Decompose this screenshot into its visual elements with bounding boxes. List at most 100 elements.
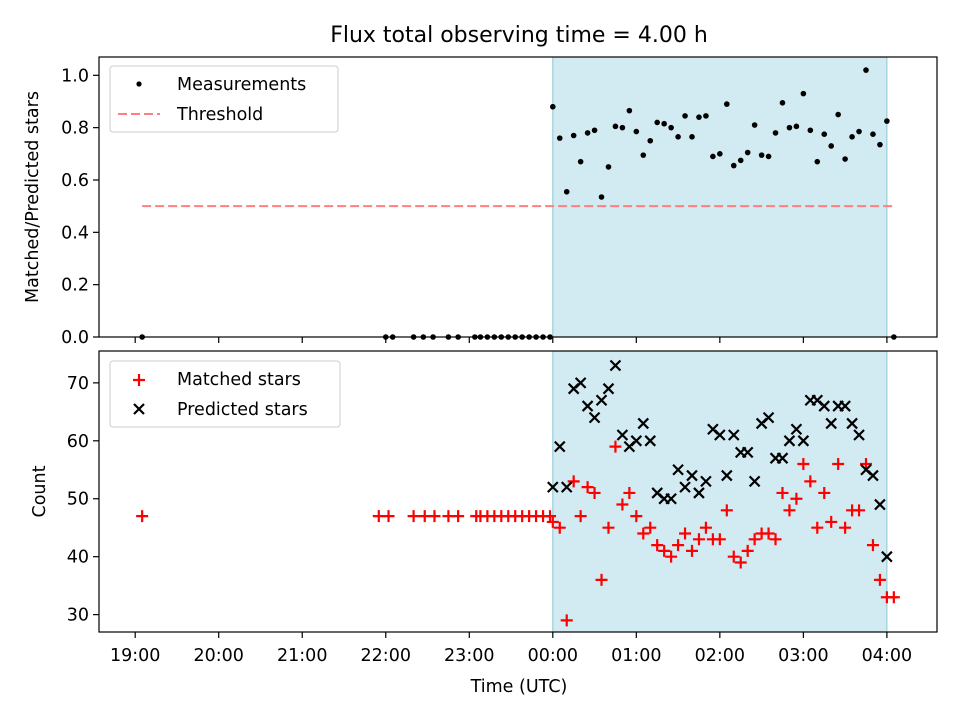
measurement-point	[577, 158, 584, 165]
bottom-legend: Matched stars Predicted stars	[109, 360, 341, 428]
predicted-stars-point	[686, 469, 698, 482]
matched-stars-point	[581, 481, 594, 494]
predicted-stars-point	[672, 463, 684, 476]
matched-stars-point	[776, 486, 789, 499]
measurement-point	[675, 134, 681, 140]
matched-stars-point	[644, 521, 657, 534]
measurement-point	[619, 124, 626, 131]
measurement-point	[814, 158, 821, 165]
predicted-stars-point	[665, 492, 677, 505]
predicted-stars-point	[762, 411, 775, 424]
bot-ytick-label: 40	[67, 548, 89, 568]
predicted-stars-point	[693, 487, 705, 499]
measurement-point	[661, 120, 667, 127]
top-ytick-label: 1.0	[61, 66, 89, 86]
predicted-stars-point	[797, 435, 810, 447]
matched-stars-point	[588, 486, 601, 499]
predicted-stars-point	[874, 498, 886, 511]
matched-stars-point	[637, 527, 650, 540]
bottom-axes-frame	[98, 350, 938, 633]
top-y-ticks: 0.0 0.2 0.4 0.6 0.8 1.0	[61, 66, 99, 348]
matched-stars-point	[741, 544, 754, 557]
measurement-point	[682, 113, 688, 119]
measurement-point	[647, 137, 654, 144]
predicted-stars-point	[609, 359, 622, 372]
legend-threshold-label: Threshold	[176, 105, 263, 125]
measurement-point	[821, 131, 828, 137]
predicted-stars-point	[721, 469, 733, 482]
predicted-stars-point	[581, 400, 594, 412]
top-ytick-label: 0.6	[61, 171, 89, 191]
bot-ytick-label: 50	[67, 490, 89, 510]
measurement-point	[884, 118, 890, 124]
matched-stars-point	[630, 510, 643, 523]
measurement-point	[751, 122, 758, 128]
predicted-stars-point	[741, 446, 754, 459]
matched-stars-point	[544, 510, 557, 523]
xtick-label: 21:00	[277, 646, 327, 666]
matched-stars-point	[553, 521, 566, 534]
predicted-stars-point	[644, 435, 657, 447]
measurement-point	[570, 132, 577, 139]
matched-stars-point	[734, 556, 747, 569]
legend-measurements-label: Measurements	[177, 75, 306, 95]
matched-stars-point	[720, 504, 733, 517]
predicted-stars-point	[616, 429, 629, 441]
bottom-y-axis-label: Count	[30, 465, 50, 517]
xtick-label: 19:00	[110, 646, 160, 666]
matched-stars-point	[136, 510, 149, 523]
measurement-point	[724, 101, 730, 107]
matched-stars-point	[887, 591, 900, 604]
top-ytick-label: 0.4	[61, 223, 89, 243]
legend-predicted-label: Predicted stars	[177, 400, 308, 420]
top-legend: Measurements Threshold	[109, 65, 339, 133]
matched-stars-point	[616, 498, 629, 511]
top-marks	[139, 57, 897, 340]
bot-ytick-label: 70	[67, 374, 89, 394]
matched-stars-point	[595, 573, 608, 586]
measurement-point	[758, 152, 765, 158]
matched-stars-point	[727, 550, 740, 563]
top-legend-box	[109, 65, 339, 133]
predicted-stars-point	[825, 417, 837, 430]
predicted-stars-point	[714, 429, 726, 441]
measurement-point	[710, 153, 716, 160]
measurement-point	[779, 99, 786, 106]
bottom-observing-window-shade	[552, 351, 887, 632]
xtick-label: 04:00	[862, 646, 912, 666]
matched-stars-point	[602, 521, 615, 534]
bottom-panel: 30 40 50 60 70 19:00 20:00 21:00 22:00 23:00 00:0…	[30, 350, 938, 697]
measurement-point	[612, 123, 619, 130]
top-observing-window-shade	[552, 57, 887, 337]
matched-stars-point	[783, 504, 796, 517]
measurement-point	[744, 149, 751, 156]
top-chart-title: Flux total observing time = 4.00 h	[330, 23, 708, 48]
matched-stars-point	[866, 539, 879, 552]
matched-stars-point	[713, 533, 726, 546]
predicted-stars-point	[560, 481, 573, 493]
predicted-stars-point	[727, 429, 740, 441]
matched-stars-point	[839, 521, 852, 534]
xtick-label: 02:00	[695, 646, 745, 666]
predicted-stars-point	[700, 475, 712, 488]
measurement-point	[870, 131, 876, 137]
matched-stars-point	[574, 510, 587, 523]
matched-stars-point	[609, 440, 622, 453]
matched-stars-point	[567, 475, 580, 488]
bottom-y-ticks: 30 40 50 60 70	[67, 374, 99, 626]
bottom-marks	[136, 351, 900, 632]
matched-stars-point	[452, 510, 465, 523]
measurement-point	[563, 188, 570, 195]
measurement-point	[828, 143, 835, 149]
measurement-point	[654, 119, 661, 126]
predicted-stars-point	[867, 469, 879, 482]
measurement-point	[668, 124, 674, 131]
predicted-stars-point	[818, 400, 831, 412]
legend-matched-marker	[133, 374, 145, 386]
measurement-point	[849, 134, 855, 140]
matched-stars-point	[658, 544, 671, 557]
matched-stars-point	[623, 486, 636, 499]
predicted-stars-point	[790, 423, 803, 435]
measurement-point	[800, 90, 807, 97]
predicted-stars-point	[595, 394, 608, 407]
